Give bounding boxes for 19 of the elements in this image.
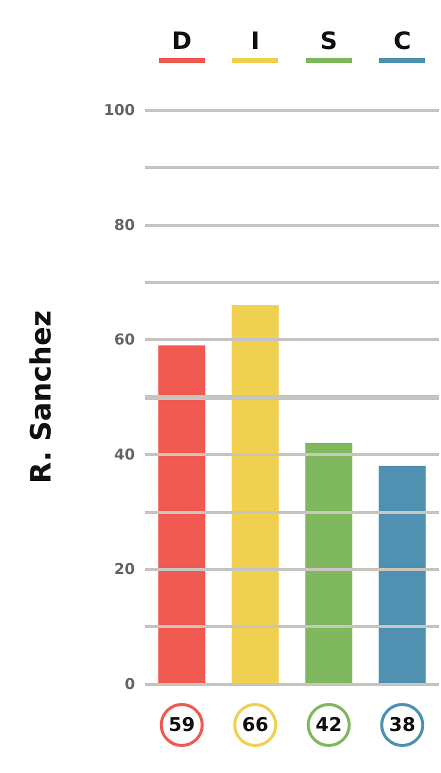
bar [378,466,426,684]
bar [305,442,352,684]
x-tick-label: D [172,27,192,55]
bar [232,305,279,684]
data-label: 59 [168,714,195,736]
x-tick-label: S [320,27,338,55]
bar [158,345,206,684]
y-axis-title: R. Sanchez [24,310,58,484]
data-label: 42 [316,714,342,736]
y-tick-label: 60 [114,330,135,349]
data-label: 38 [389,714,416,736]
y-tick-label: 0 [124,675,135,693]
y-tick-label: 40 [114,445,135,464]
x-tick-label: I [250,27,260,55]
x-tick-label: C [393,27,412,55]
data-label: 66 [242,714,268,736]
y-tick-label: 80 [114,216,135,234]
y-tick-label: 20 [114,560,135,578]
y-tick-label: 100 [104,101,135,119]
